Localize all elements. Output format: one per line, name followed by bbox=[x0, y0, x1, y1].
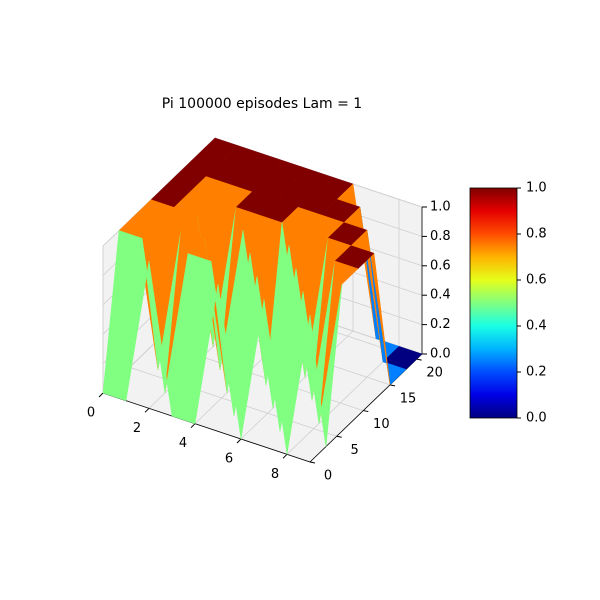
y-tick-label: 10 bbox=[373, 417, 390, 432]
chart-title: Pi 100000 episodes Lam = 1 bbox=[162, 96, 362, 112]
z-tick-label: 0.2 bbox=[430, 317, 451, 332]
x-tick bbox=[144, 407, 150, 413]
y-tick bbox=[309, 461, 316, 464]
y-tick-label: 0 bbox=[324, 469, 332, 484]
x-tick bbox=[282, 453, 288, 459]
colorbar-tick-label: 0.4 bbox=[526, 319, 547, 334]
colorbar bbox=[469, 187, 518, 419]
x-tick bbox=[98, 392, 104, 398]
y-tick bbox=[389, 384, 396, 387]
axis-line bbox=[102, 392, 311, 463]
colorbar-tick-label: 0.6 bbox=[526, 273, 547, 288]
x-tick bbox=[236, 438, 242, 444]
colorbar-tick-label: 0.8 bbox=[526, 227, 547, 242]
colorbar-tick-label: 1.0 bbox=[526, 181, 547, 196]
x-tick-label: 4 bbox=[179, 436, 187, 451]
grid-line bbox=[286, 346, 400, 455]
y-tick-label: 20 bbox=[426, 366, 443, 381]
z-tick-label: 1.0 bbox=[430, 200, 451, 215]
y-tick bbox=[416, 358, 422, 361]
y-tick-label: 5 bbox=[351, 443, 359, 458]
y-tick bbox=[363, 410, 369, 413]
x-tick-label: 8 bbox=[271, 467, 279, 482]
x-tick-label: 6 bbox=[225, 452, 233, 467]
x-tick bbox=[190, 423, 196, 429]
y-tick-label: 15 bbox=[400, 391, 417, 406]
z-tick-label: 0.8 bbox=[430, 229, 451, 244]
x-tick-label: 0 bbox=[87, 406, 95, 421]
colorbar-tick-label: 0.0 bbox=[526, 411, 547, 426]
z-tick-label: 0.0 bbox=[430, 347, 451, 362]
x-tick-label: 2 bbox=[133, 421, 141, 436]
colorbar-tick-label: 0.2 bbox=[526, 365, 547, 380]
z-tick-label: 0.6 bbox=[430, 258, 451, 273]
surface-face bbox=[286, 291, 327, 455]
z-tick-label: 0.4 bbox=[430, 288, 451, 303]
y-tick bbox=[336, 435, 342, 438]
